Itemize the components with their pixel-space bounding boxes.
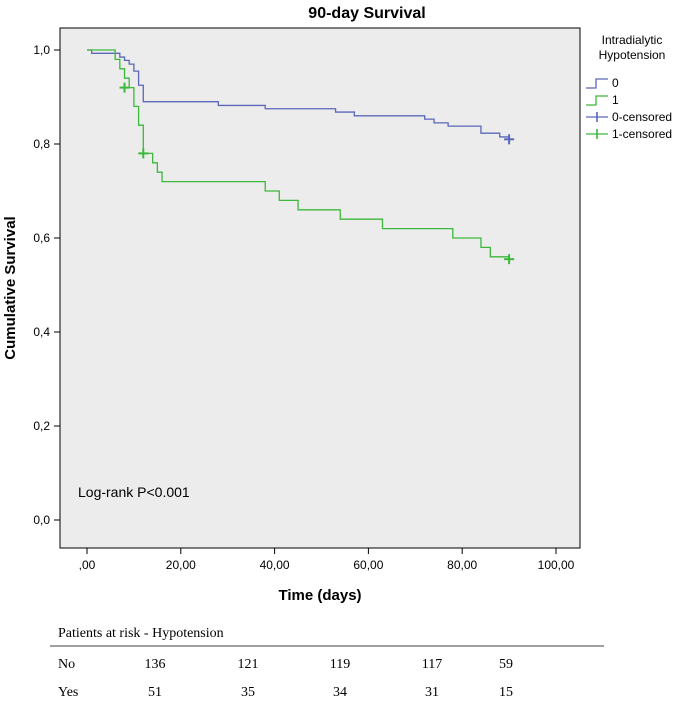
censor-mark-group-1 bbox=[119, 82, 130, 93]
survival-line-group-0 bbox=[87, 49, 510, 138]
censor-mark-group-1 bbox=[138, 148, 149, 159]
x-tick-label: 100,00 bbox=[538, 558, 575, 572]
y-tick-label: 0,4 bbox=[33, 325, 50, 339]
risk-cell: 15 bbox=[499, 685, 513, 700]
y-tick-label: 0,0 bbox=[33, 513, 50, 527]
risk-cell: 59 bbox=[499, 657, 513, 672]
legend-label: 0 bbox=[612, 76, 619, 90]
risk-cell: 117 bbox=[422, 657, 442, 672]
legend-label: 0-censored bbox=[612, 110, 672, 124]
legend-label: 1 bbox=[612, 93, 619, 107]
risk-cell: 35 bbox=[241, 685, 255, 700]
legend: Intradialytic Hypotension 0 1 0-censored 1-… bbox=[586, 33, 672, 141]
censor-mark-group-0 bbox=[504, 134, 515, 145]
legend-title-line-2: Hypotension bbox=[599, 48, 666, 62]
logrank-annotation: Log-rank P<0.001 bbox=[78, 484, 190, 500]
legend-entry-1: 1 bbox=[586, 93, 619, 107]
y-tick-label: 0,2 bbox=[33, 419, 50, 433]
risk-row-label: Yes bbox=[58, 685, 78, 700]
y-tick-label: 1,0 bbox=[33, 43, 50, 57]
risk-cell: 51 bbox=[148, 685, 162, 700]
x-tick-label: 60,00 bbox=[353, 558, 383, 572]
y-tick-label: 0,8 bbox=[33, 137, 50, 151]
legend-label: 1-censored bbox=[612, 127, 672, 141]
legend-entry-0-censored: 0-censored bbox=[586, 110, 672, 124]
risk-cell: 121 bbox=[238, 657, 259, 672]
x-tick-label: 40,00 bbox=[260, 558, 290, 572]
censor-mark-group-1 bbox=[504, 254, 515, 265]
risk-row-label: No bbox=[58, 657, 75, 672]
y-axis-label: Cumulative Survival bbox=[2, 216, 19, 359]
plot-area bbox=[59, 27, 581, 549]
x-axis: ,00 20,00 40,00 60,00 80,00 100,00 bbox=[79, 548, 575, 572]
risk-table-title: Patients at risk - Hypotension bbox=[58, 626, 224, 641]
y-tick-label: 0,6 bbox=[33, 231, 50, 245]
risk-table: Patients at risk - Hypotension No 136 121 1… bbox=[50, 626, 604, 700]
risk-cell: 136 bbox=[145, 657, 166, 672]
risk-cell: 34 bbox=[333, 685, 347, 700]
legend-entry-0: 0 bbox=[586, 76, 619, 90]
series-layer bbox=[87, 49, 515, 265]
risk-cell: 31 bbox=[425, 685, 439, 700]
y-axis: 0,0 0,2 0,4 0,6 0,8 1,0 bbox=[33, 43, 60, 527]
chart-title: 90-day Survival bbox=[308, 5, 425, 22]
x-tick-label: 20,00 bbox=[166, 558, 196, 572]
legend-entry-1-censored: 1-censored bbox=[586, 127, 672, 141]
x-axis-label: Time (days) bbox=[278, 587, 361, 604]
legend-title-line-1: Intradialytic bbox=[602, 33, 663, 47]
risk-cell: 119 bbox=[330, 657, 350, 672]
survival-line-group-1 bbox=[87, 49, 510, 258]
x-tick-label: 80,00 bbox=[447, 558, 477, 572]
x-tick-label: ,00 bbox=[79, 558, 96, 572]
